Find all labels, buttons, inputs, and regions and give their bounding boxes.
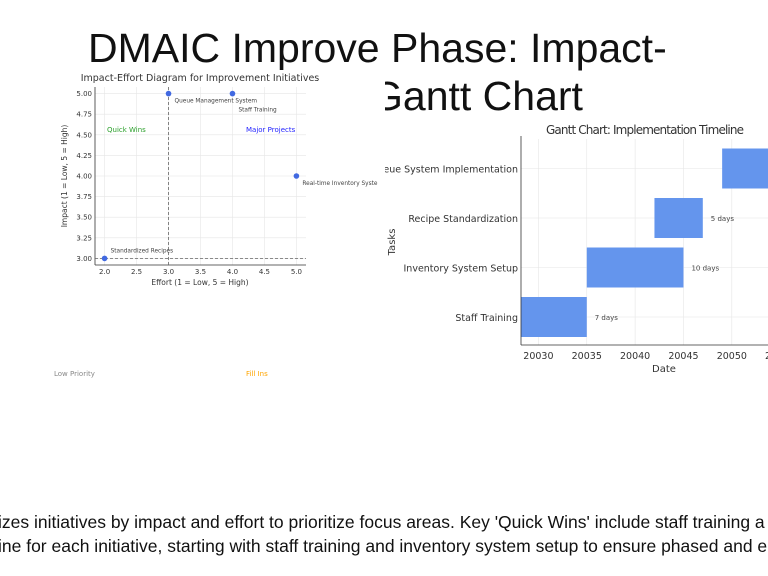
quadrant-label: Major Projects xyxy=(246,126,296,134)
gantt-chart: Gantt Chart: Implementation Timeline 2003… xyxy=(370,112,768,382)
data-point xyxy=(165,90,172,97)
task-label: Staff Training xyxy=(455,313,518,324)
quadrant-label: Quick Wins xyxy=(107,126,146,134)
y-tick-label: 4.75 xyxy=(76,111,92,119)
gantt-bar xyxy=(722,148,768,189)
duration-label: 7 days xyxy=(595,314,619,322)
body-text-line2: ine for each initiative, starting with s… xyxy=(0,536,768,556)
chart-title: Gantt Chart: Implementation Timeline xyxy=(546,123,744,137)
y-tick-label: 4.50 xyxy=(76,131,92,139)
x-tick-label: 2.0 xyxy=(99,268,110,276)
x-tick-label: 20030 xyxy=(523,351,553,362)
x-tick-label: 3.0 xyxy=(163,268,174,276)
x-tick-label: 4.5 xyxy=(259,268,270,276)
quadrant-label: Fill Ins xyxy=(246,370,268,378)
slide-title-line1: DMAIC Improve Phase: Impact- xyxy=(88,25,667,71)
point-label: Queue Management System xyxy=(175,99,258,105)
y-tick-label: 5.00 xyxy=(76,90,92,98)
y-tick-label: 4.25 xyxy=(76,152,92,160)
point-label: Standardized Recipes xyxy=(111,248,174,254)
y-tick-label: 3.75 xyxy=(76,193,92,201)
task-label: Queue System Implementation xyxy=(385,165,518,176)
gantt-bar xyxy=(654,198,703,238)
y-tick-label: 3.25 xyxy=(76,234,92,242)
duration-label: 10 days xyxy=(691,265,719,273)
gantt-bar xyxy=(586,247,684,288)
y-tick-label: 3.00 xyxy=(76,255,92,263)
data-point xyxy=(101,255,108,262)
point-label: Real-time Inventory Syste xyxy=(302,181,377,187)
x-tick-label: 20050 xyxy=(717,351,747,362)
x-tick-label: 20055 xyxy=(765,351,768,362)
quadrant-label: Low Priority xyxy=(54,370,95,378)
data-point xyxy=(229,90,236,97)
y-axis-label: Tasks xyxy=(387,229,398,257)
y-axis-label: Impact (1 = Low, 5 = High) xyxy=(60,125,69,228)
task-label: Inventory System Setup xyxy=(404,264,519,275)
x-tick-label: 20035 xyxy=(572,351,602,362)
x-tick-label: 20040 xyxy=(620,351,650,362)
duration-label: 5 days xyxy=(711,215,735,223)
point-label: Staff Training xyxy=(238,108,277,114)
body-text-line1: izes initiatives by impact and effort to… xyxy=(0,512,765,532)
x-tick-label: 3.5 xyxy=(195,268,206,276)
x-tick-label: 2.5 xyxy=(131,268,142,276)
task-label: Recipe Standardization xyxy=(408,214,518,225)
gantt-bar xyxy=(521,297,587,337)
x-axis-label: Effort (1 = Low, 5 = High) xyxy=(151,278,248,287)
x-axis-label: Date xyxy=(652,364,676,375)
impact-effort-chart: Impact-Effort Diagram for Improvement In… xyxy=(45,70,385,388)
x-tick-label: 4.0 xyxy=(227,268,238,276)
data-point xyxy=(293,173,300,179)
x-tick-label: 5.0 xyxy=(291,268,302,276)
y-tick-label: 4.00 xyxy=(76,173,92,181)
y-tick-label: 3.50 xyxy=(76,214,92,222)
chart-title: Impact-Effort Diagram for Improvement In… xyxy=(81,73,320,84)
slide-title-line2: Gantt Chart xyxy=(371,73,583,119)
x-tick-label: 20045 xyxy=(668,351,698,362)
